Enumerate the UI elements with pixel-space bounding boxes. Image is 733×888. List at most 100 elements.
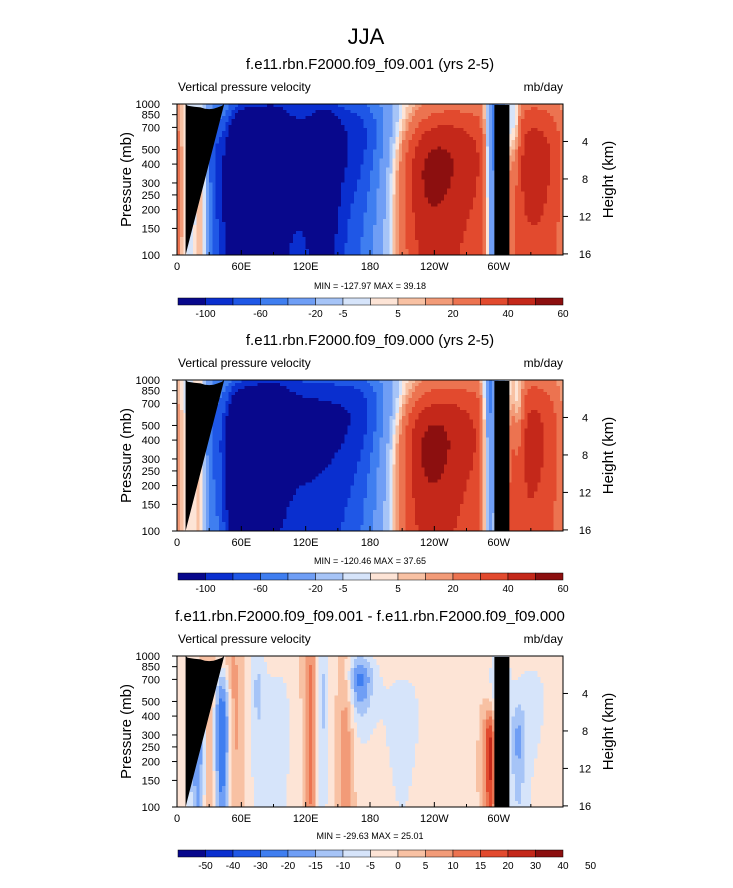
heatmap-cell xyxy=(247,203,252,207)
heatmap-cell xyxy=(398,191,403,195)
heatmap-cell xyxy=(360,125,364,129)
heatmap-cell xyxy=(392,104,397,108)
heatmap-cell xyxy=(408,119,413,123)
heatmap-cell xyxy=(305,209,310,214)
heatmap-cell xyxy=(508,119,512,123)
heatmap-cell xyxy=(366,191,371,195)
heatmap-cell xyxy=(283,125,287,129)
heatmap-cell xyxy=(476,113,480,117)
heatmap-cell xyxy=(276,146,281,150)
heatmap-cell xyxy=(379,140,384,144)
heatmap-cell xyxy=(270,170,274,174)
heatmap-cell xyxy=(514,179,519,183)
heatmap-cell xyxy=(485,164,490,168)
heatmap-cell xyxy=(231,155,236,159)
heatmap-cell xyxy=(376,110,380,114)
heatmap-cell xyxy=(411,173,416,177)
heatmap-cell xyxy=(382,134,387,138)
heatmap-cell xyxy=(222,125,226,129)
heatmap-cell xyxy=(244,170,249,174)
heatmap-cell xyxy=(276,140,281,144)
heatmap-cell xyxy=(283,155,287,159)
heatmap-cell xyxy=(463,125,467,129)
heatmap-cell xyxy=(218,176,223,180)
heatmap-cell xyxy=(405,131,409,135)
heatmap-cell xyxy=(389,137,393,141)
heatmap-cell xyxy=(260,200,265,204)
heatmap-cell xyxy=(180,173,184,177)
heatmap-cell xyxy=(376,116,380,120)
heatmap-cell xyxy=(521,164,525,168)
heatmap-cell xyxy=(231,215,236,220)
heatmap-cell xyxy=(514,176,519,180)
heatmap-cell xyxy=(215,191,220,195)
heatmap-cell xyxy=(196,218,200,223)
heatmap-cell xyxy=(421,122,425,126)
heatmap-cell xyxy=(350,155,355,159)
heatmap-cell xyxy=(302,149,306,153)
heatmap-cell xyxy=(331,167,335,171)
heatmap-cell xyxy=(392,227,397,232)
heatmap-cell xyxy=(366,221,371,226)
heatmap-cell xyxy=(527,206,532,210)
heatmap-cell xyxy=(456,131,461,135)
heatmap-cell xyxy=(463,104,467,108)
heatmap-cell xyxy=(389,131,393,135)
heatmap-cell xyxy=(431,152,435,156)
heatmap-cell xyxy=(440,185,445,189)
heatmap-cell xyxy=(334,185,339,189)
heatmap-cell xyxy=(199,218,204,223)
heatmap-cell xyxy=(469,146,474,150)
heatmap-cell xyxy=(485,119,490,123)
heatmap-cell xyxy=(534,131,538,135)
heatmap-cell xyxy=(376,197,380,201)
heatmap-cell xyxy=(334,137,339,141)
heatmap-cell xyxy=(318,197,323,201)
heatmap-cell xyxy=(273,224,278,229)
heatmap-cell xyxy=(398,176,403,180)
heatmap-cell xyxy=(395,194,400,198)
heatmap-cell xyxy=(472,116,477,120)
heatmap-cell xyxy=(341,218,345,223)
heatmap-cell xyxy=(376,134,380,138)
heatmap-cell xyxy=(292,221,297,226)
heatmap-cell xyxy=(209,173,213,177)
heatmap-cell xyxy=(553,140,557,144)
heatmap-cell xyxy=(289,167,294,171)
heatmap-cell xyxy=(427,104,432,108)
heatmap-cell xyxy=(363,125,368,129)
heatmap-cell xyxy=(392,176,397,180)
heatmap-cell xyxy=(434,116,438,120)
heatmap-cell xyxy=(222,134,226,138)
heatmap-cell xyxy=(273,155,278,159)
heatmap-cell xyxy=(357,188,361,192)
heatmap-cell xyxy=(553,185,557,189)
heatmap-cell xyxy=(341,140,345,144)
heatmap-cell xyxy=(225,179,229,183)
heatmap-cell xyxy=(392,182,397,186)
heatmap-cell xyxy=(450,167,454,171)
heatmap-cell xyxy=(276,203,281,207)
heatmap-cell xyxy=(183,143,187,147)
heatmap-cell xyxy=(376,182,380,186)
heatmap-cell xyxy=(328,197,332,201)
heatmap-cell xyxy=(331,218,335,223)
heatmap-cell xyxy=(376,170,380,174)
heatmap-cell xyxy=(443,140,448,144)
heatmap-cell xyxy=(305,152,310,156)
heatmap-cell xyxy=(196,224,200,229)
heatmap-cell xyxy=(263,158,268,162)
heatmap-cell xyxy=(376,137,380,141)
heatmap-cell xyxy=(524,209,528,214)
heatmap-cell xyxy=(370,170,374,174)
heatmap-cell xyxy=(376,191,380,195)
heatmap-cell xyxy=(205,218,210,223)
heatmap-cell xyxy=(485,116,490,120)
heatmap-cell xyxy=(530,188,535,192)
heatmap-cell xyxy=(392,170,397,174)
heatmap-cell xyxy=(315,164,319,168)
heatmap-cell xyxy=(312,227,316,232)
heatmap-cell xyxy=(447,206,451,210)
heatmap-cell xyxy=(289,206,294,210)
heatmap-cell xyxy=(431,122,435,126)
